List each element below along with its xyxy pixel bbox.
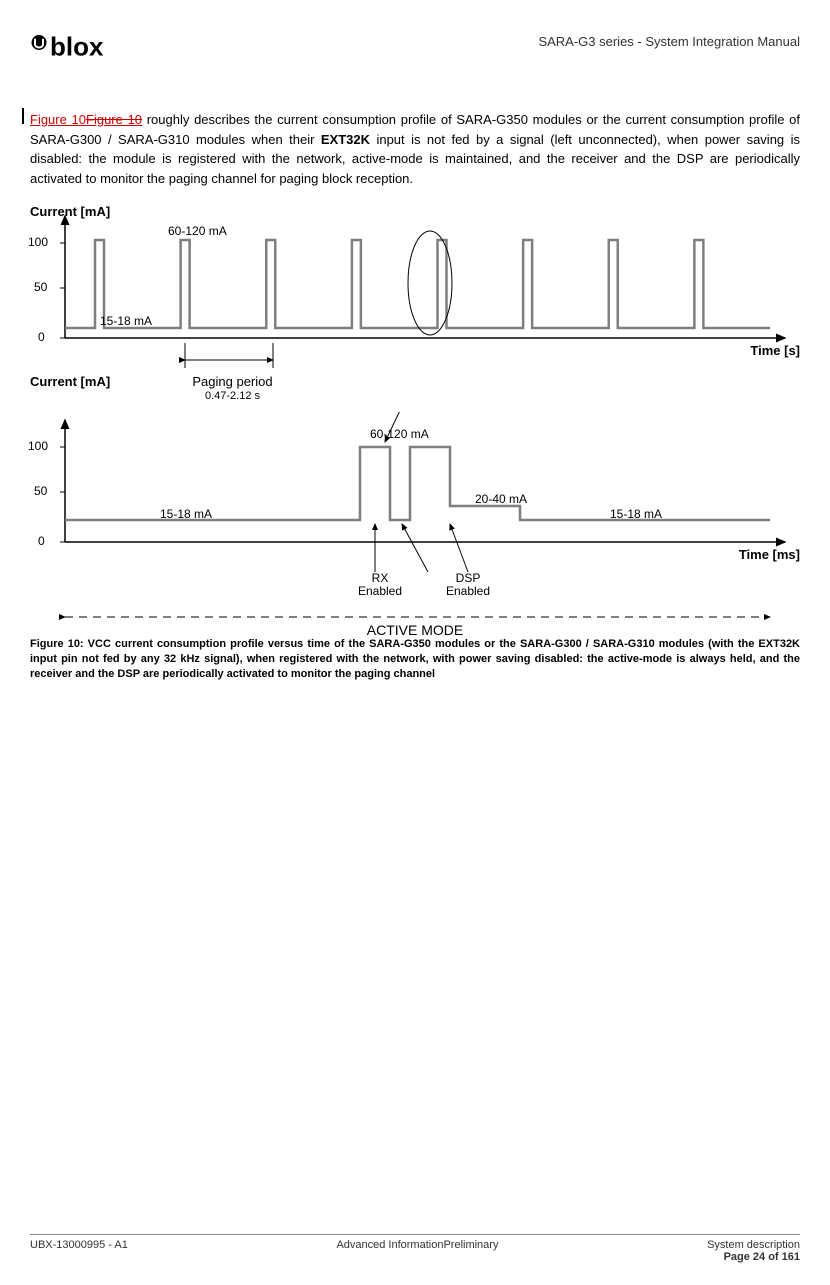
rx-enabled-label: RX Enabled — [350, 572, 410, 598]
chart-bottom-ylabel: Current [mA] — [30, 374, 110, 389]
chart-bot-tick-0: 0 — [38, 534, 45, 548]
footer-section: System description — [707, 1239, 800, 1251]
footer-left: UBX-13000995 - A1 — [30, 1239, 128, 1263]
chart-bot-xlabel: Time [ms] — [739, 547, 800, 562]
footer-right: System description Page 24 of 161 — [707, 1239, 800, 1263]
chart-bot-tick-100: 100 — [28, 439, 48, 453]
chart-top-xlabel: Time [s] — [750, 343, 800, 358]
chart-top-peak-label: 60-120 mA — [168, 224, 227, 238]
chart-bot-rightbase: 15-18 mA — [610, 507, 662, 521]
revision-marker — [22, 108, 24, 124]
footer-page-num: Page 24 of 161 — [707, 1251, 800, 1263]
chart-bottom-container: 0 50 100 15-18 mA 15-18 mA 60-120 mA 20-… — [30, 412, 800, 627]
chart-top-ylabel: Current [mA] — [30, 204, 110, 219]
intro-paragraph: Figure 10Figure 10 roughly describes the… — [30, 110, 800, 188]
chart-top-tick-0: 0 — [38, 330, 45, 344]
figure-ref-new[interactable]: Figure 10 — [30, 112, 86, 127]
figure-10-charts: Current [mA] 0 50 100 60-1 — [30, 208, 800, 627]
chart-bot-leftbase: 15-18 mA — [160, 507, 212, 521]
chart-top-tick-50: 50 — [34, 280, 47, 294]
chart-bot-mid: 20-40 mA — [475, 492, 527, 506]
chart-bottom-svg — [30, 412, 800, 627]
chart-top-base-label: 15-18 mA — [100, 314, 152, 328]
chart-top-tick-100: 100 — [28, 235, 48, 249]
ublox-logo: blox — [30, 30, 160, 70]
footer-center: Advanced InformationPreliminary — [128, 1239, 707, 1263]
chart-top-container: Current [mA] 0 50 100 60-1 — [30, 208, 800, 378]
page-header: blox SARA-G3 series - System Integration… — [30, 30, 800, 70]
dsp-enabled-label: DSP Enabled — [438, 572, 498, 598]
figure-ref-old[interactable]: Figure 10 — [86, 112, 142, 127]
chart-bot-peak: 60-120 mA — [370, 427, 429, 441]
svg-text:blox: blox — [50, 32, 104, 62]
active-mode-label: ACTIVE MODE — [30, 622, 800, 638]
page-footer: UBX-13000995 - A1 Advanced InformationPr… — [30, 1234, 800, 1263]
chart-bot-tick-50: 50 — [34, 484, 47, 498]
chart-top-svg — [30, 208, 800, 378]
figure-caption: Figure 10: VCC current consumption profi… — [30, 637, 800, 682]
paging-period-label: Paging period — [185, 374, 280, 389]
chart-mid-labels: Paging period 0.47-2.12 s Current [mA] — [30, 374, 800, 412]
paging-period-sub: 0.47-2.12 s — [185, 390, 280, 402]
doc-title: SARA-G3 series - System Integration Manu… — [538, 30, 800, 49]
para-bold-1: EXT32K — [321, 132, 370, 147]
